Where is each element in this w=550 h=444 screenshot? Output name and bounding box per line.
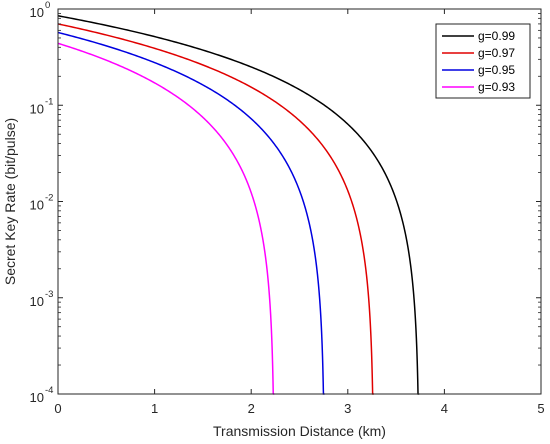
series-line-2 <box>57 23 374 395</box>
x-tick-label: 3 <box>344 401 351 416</box>
y-tick-label: 10 0 <box>30 0 51 20</box>
y-axis-label: Secret Key Rate (bit/pulse) <box>2 118 18 285</box>
x-axis-label: Transmission Distance (km) <box>213 423 386 439</box>
series-line-1 <box>57 15 420 395</box>
legend-item: g=0.99 <box>442 29 515 43</box>
x-tick-label: 5 <box>537 401 544 416</box>
y-tick-exponent: -3 <box>45 289 53 300</box>
y-tick-label: 10 -3 <box>30 289 54 309</box>
legend-item: g=0.97 <box>442 46 515 60</box>
legend-item: g=0.95 <box>442 63 515 77</box>
y-tick-label: 10 -1 <box>30 96 54 116</box>
y-tick-exponent: -2 <box>45 193 53 204</box>
series-line-4 <box>57 42 275 395</box>
x-tick-label: 2 <box>248 401 255 416</box>
y-tick-label: 10 -4 <box>30 385 54 405</box>
y-tick-base: 10 <box>30 294 44 309</box>
plot-frame <box>57 8 542 395</box>
x-tick-label: 4 <box>441 401 448 416</box>
series-line-3 <box>57 31 325 395</box>
y-tick-base: 10 <box>30 5 44 20</box>
x-tick-labels: 0 1 2 3 4 5 <box>54 401 544 416</box>
series-lines <box>57 15 420 395</box>
y-tick-base: 10 <box>30 101 44 116</box>
x-tick-label: 0 <box>54 401 61 416</box>
legend-label: g=0.97 <box>478 46 515 60</box>
y-tick-base: 10 <box>30 198 44 213</box>
legend-label: g=0.95 <box>478 63 515 77</box>
y-tick-exponent: -4 <box>45 385 53 396</box>
y-tick-base: 10 <box>30 390 44 405</box>
x-tick-label: 1 <box>151 401 158 416</box>
legend-item: g=0.93 <box>442 80 515 94</box>
legend-label: g=0.99 <box>478 29 515 43</box>
y-tick-label: 10 -2 <box>30 193 54 213</box>
y-tick-exponent: 0 <box>45 0 50 11</box>
legend: g=0.99 g=0.97 g=0.95 g=0.93 <box>435 23 531 99</box>
legend-label: g=0.93 <box>478 80 515 94</box>
y-tick-exponent: -1 <box>45 96 53 107</box>
